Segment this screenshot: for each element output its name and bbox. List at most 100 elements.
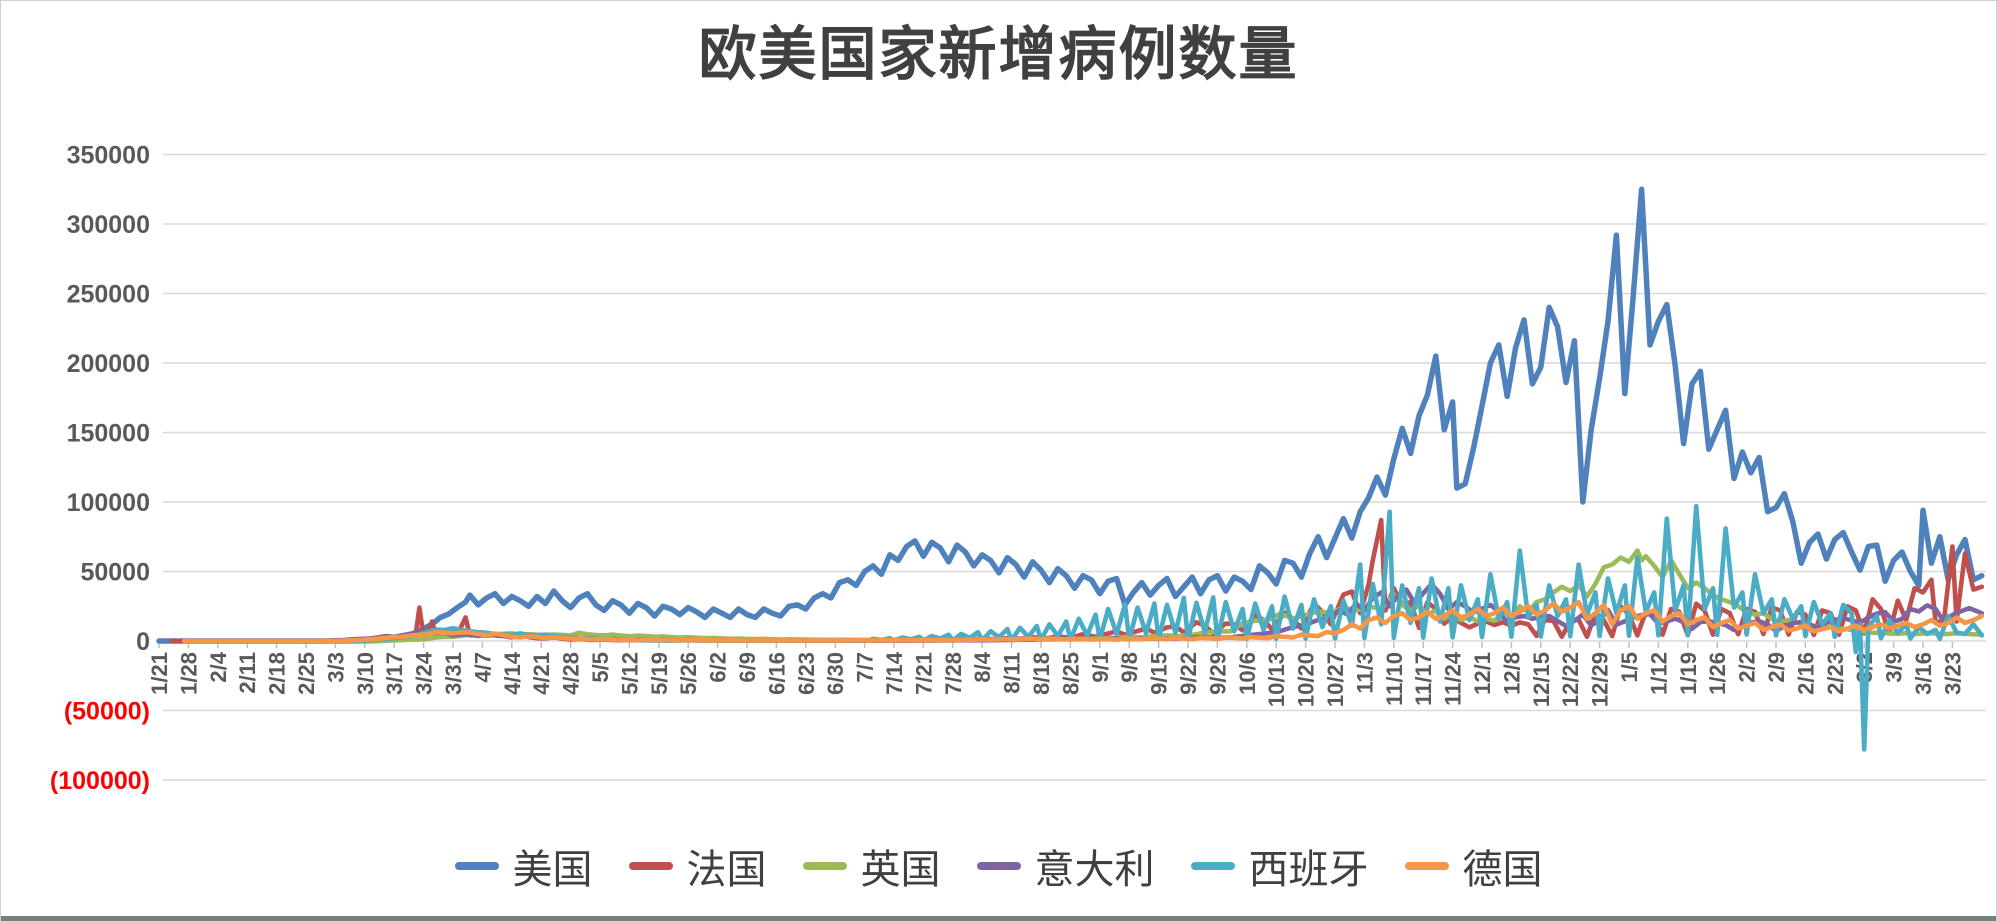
x-axis-label: 9/8: [1117, 652, 1142, 683]
y-axis-label: 150000: [67, 420, 150, 448]
legend-swatch-uk: [802, 862, 847, 870]
legend-swatch-usa: [454, 862, 499, 870]
legend-label-italy: 意大利: [1034, 847, 1155, 892]
x-axis-label: 2/25: [294, 652, 319, 695]
x-axis-label: 8/18: [1029, 652, 1054, 695]
x-axis-label: 1/19: [1676, 652, 1701, 695]
legend-label-france: 法国: [686, 847, 767, 892]
x-axis-label: 1/5: [1617, 652, 1642, 683]
x-axis-label: 3/31: [441, 652, 466, 695]
chart-title: 欧美国家新增病例数量: [698, 22, 1299, 87]
x-axis-label: 2/9: [1764, 652, 1789, 683]
x-axis-label: 9/29: [1205, 652, 1230, 695]
y-axis-label: 50000: [80, 559, 150, 587]
x-axis-label: 6/23: [794, 652, 819, 695]
y-axis-labels: 350000 300000 250000 200000 150000 100000 5000…: [50, 142, 150, 796]
x-axis-label: 6/2: [706, 652, 731, 683]
x-axis-label: 5/5: [588, 652, 613, 683]
x-axis-label: 4/14: [500, 651, 525, 695]
gridlines: [163, 153, 1986, 781]
x-axis-label: 2/4: [206, 651, 231, 682]
x-axis-label: 5/12: [617, 652, 642, 695]
x-axis-label: 6/9: [735, 652, 760, 683]
x-axis-label: 7/21: [911, 652, 936, 695]
legend-item-usa: 美国: [454, 837, 593, 895]
legend-swatch-spain: [1190, 862, 1235, 870]
x-axis-label: 11/17: [1411, 652, 1436, 706]
x-axis-label: 2/11: [235, 652, 260, 694]
x-axis-label: 3/3: [323, 652, 348, 683]
legend-item-germany: 德国: [1404, 837, 1543, 895]
x-axis-label: 8/11: [1000, 652, 1025, 694]
x-axis-label: 9/1: [1088, 652, 1113, 683]
x-axis-label: 7/14: [882, 651, 907, 695]
x-axis-label: 10/6: [1235, 652, 1260, 695]
x-axis-label: 2/2: [1735, 652, 1760, 683]
y-axis-label-negative: (50000): [64, 698, 150, 726]
x-axis-label: 10/13: [1264, 652, 1289, 707]
series-line-germany: [181, 599, 1985, 644]
x-axis-label: 3/10: [353, 652, 378, 695]
x-axis-label: 1/28: [176, 652, 201, 695]
x-axis-label: 4/7: [470, 652, 495, 683]
x-axis-label: 5/26: [676, 652, 701, 695]
legend-swatch-germany: [1404, 862, 1449, 870]
x-axis-label: 9/15: [1147, 652, 1172, 695]
legend-label-spain: 西班牙: [1248, 847, 1369, 892]
x-axis-label: 11/24: [1441, 651, 1466, 706]
x-axis-label: 7/7: [853, 652, 878, 683]
x-axis-label: 4/28: [559, 652, 584, 695]
x-axis-label: 10/20: [1294, 652, 1319, 707]
x-axis-label: 12/15: [1529, 652, 1554, 707]
x-axis-label: 4/21: [529, 652, 554, 695]
legend-item-france: 法国: [628, 837, 767, 895]
x-axis-label: 12/8: [1499, 652, 1524, 695]
window-bottom-edge: [1, 916, 1996, 921]
x-axis-label: 1/12: [1646, 652, 1671, 695]
x-axis-label: 8/4: [970, 651, 995, 682]
legend-swatch-france: [628, 862, 673, 870]
legend-swatch-italy: [976, 862, 1021, 870]
x-axis-label: 3/16: [1911, 652, 1936, 695]
x-axis-label: 12/29: [1588, 652, 1613, 707]
x-axis-label: 3/9: [1882, 652, 1907, 683]
x-axis-label: 9/22: [1176, 652, 1201, 695]
y-axis-label: 200000: [67, 350, 150, 378]
x-axis-label: 3/24: [412, 651, 437, 695]
legend-item-italy: 意大利: [976, 837, 1155, 895]
y-axis-label-negative: (100000): [50, 767, 150, 795]
x-axis-label: 3/23: [1940, 652, 1965, 695]
legend-item-uk: 英国: [802, 837, 941, 895]
y-axis-label: 350000: [67, 142, 150, 170]
x-axis-label: 6/16: [764, 652, 789, 695]
y-axis-label: 0: [136, 628, 150, 656]
x-axis-labels: 1/21 1/28 2/4 2/11 2/18 2/25 3/3 3/10 3/17 3/24 3/…: [147, 651, 1965, 707]
x-axis-label: 8/25: [1058, 652, 1083, 695]
x-axis-label: 2/16: [1793, 652, 1818, 695]
legend-item-spain: 西班牙: [1190, 837, 1369, 895]
legend-label-germany: 德国: [1462, 847, 1543, 892]
x-axis-ticks: [158, 642, 1954, 648]
x-axis-label: 11/10: [1382, 652, 1407, 706]
x-axis-label: 10/27: [1323, 652, 1348, 707]
series-line-usa: [156, 186, 1985, 644]
x-axis-label: 6/30: [823, 652, 848, 695]
x-axis-label: 2/18: [265, 652, 290, 695]
chart-legend: 美国 法国 英国 意大利 西班牙 德国: [1, 837, 1996, 895]
x-axis-label: 5/19: [647, 652, 672, 695]
y-axis-label: 300000: [67, 211, 150, 239]
x-axis-label: 11/3: [1352, 652, 1377, 694]
x-axis-label: 12/22: [1558, 652, 1583, 707]
legend-label-uk: 英国: [860, 847, 941, 892]
x-axis-label: 1/21: [147, 652, 172, 695]
series-lines: [156, 186, 1985, 752]
x-axis-label: 3/17: [382, 652, 407, 695]
y-axis-label: 100000: [67, 489, 150, 517]
x-axis-label: 2/23: [1823, 652, 1848, 695]
x-axis-label: 7/28: [941, 652, 966, 695]
x-axis-label: 12/1: [1470, 652, 1495, 695]
x-axis-label: 1/26: [1705, 652, 1730, 695]
legend-label-usa: 美国: [512, 847, 593, 892]
